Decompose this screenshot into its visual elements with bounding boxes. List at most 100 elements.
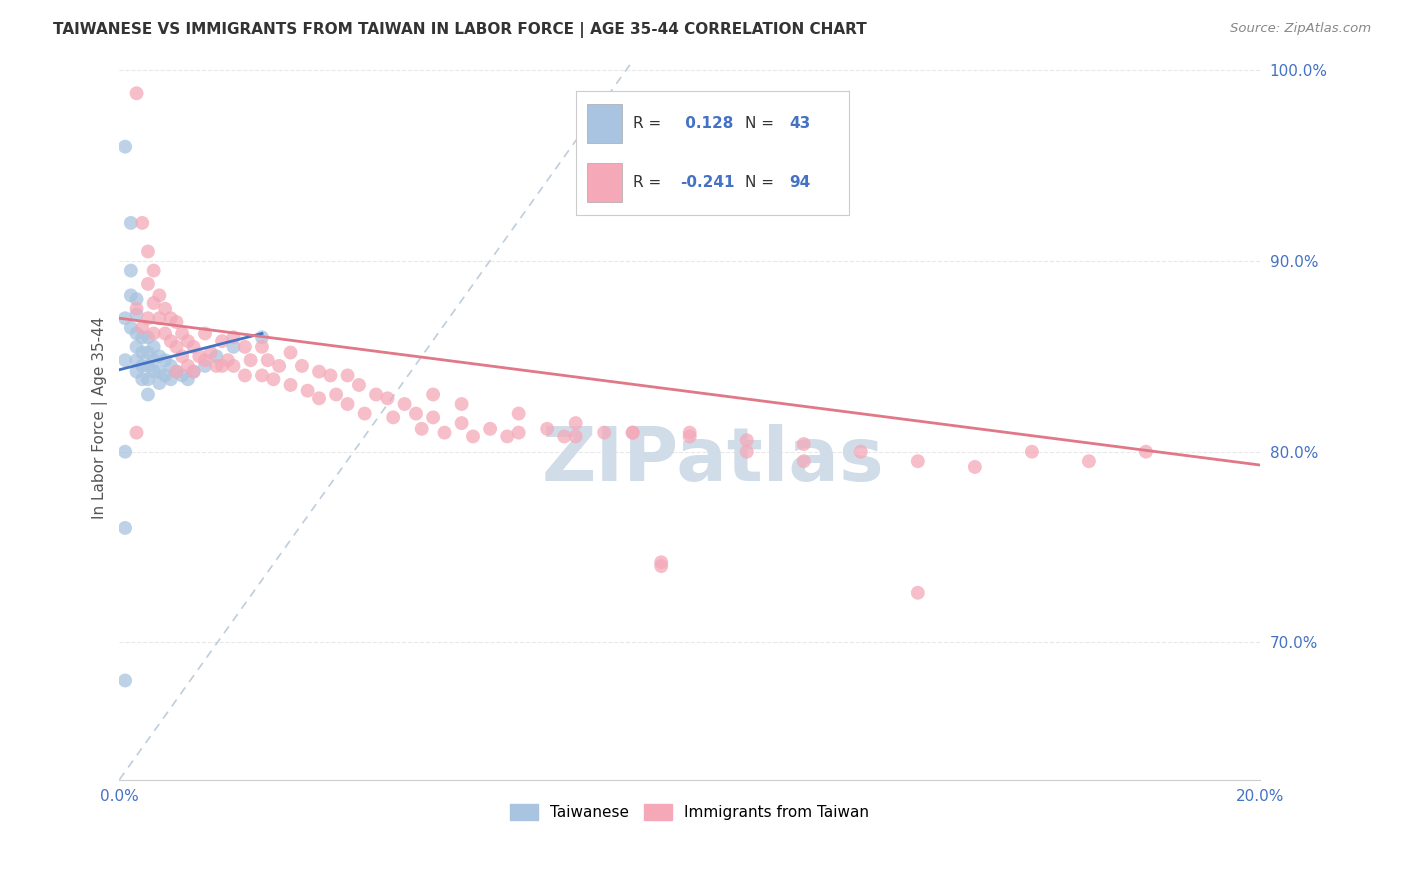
Point — [188, 350, 211, 364]
Y-axis label: In Labor Force | Age 35-44: In Labor Force | Age 35-44 — [93, 316, 108, 518]
Point — [166, 365, 188, 379]
Point — [308, 392, 330, 406]
Point — [536, 422, 558, 436]
Point — [159, 372, 181, 386]
Text: TAIWANESE VS IMMIGRANTS FROM TAIWAN IN LABOR FORCE | AGE 35-44 CORRELATION CHART: TAIWANESE VS IMMIGRANTS FROM TAIWAN IN L… — [53, 22, 868, 38]
Text: Source: ZipAtlas.com: Source: ZipAtlas.com — [1230, 22, 1371, 36]
Point — [120, 320, 142, 334]
Point — [159, 359, 181, 373]
Point — [114, 139, 136, 153]
Point — [166, 365, 188, 379]
Point — [479, 422, 502, 436]
Point — [142, 353, 165, 368]
Point — [142, 263, 165, 277]
Point — [621, 425, 644, 440]
Point — [394, 397, 416, 411]
Point — [205, 350, 228, 364]
Point — [153, 301, 176, 316]
Point — [194, 359, 217, 373]
Point — [153, 353, 176, 368]
Point — [120, 216, 142, 230]
Point — [217, 353, 239, 368]
Point — [508, 425, 530, 440]
Point — [136, 359, 159, 373]
Point — [172, 326, 194, 341]
Point — [907, 586, 929, 600]
Point — [650, 559, 672, 574]
Point — [280, 378, 302, 392]
Point — [166, 340, 188, 354]
Point — [125, 340, 148, 354]
Legend: Taiwanese, Immigrants from Taiwan: Taiwanese, Immigrants from Taiwan — [505, 798, 875, 826]
Point — [131, 216, 153, 230]
Point — [148, 376, 170, 390]
Point — [131, 320, 153, 334]
Point — [508, 407, 530, 421]
Point — [148, 365, 170, 379]
Point — [136, 330, 159, 344]
Point — [136, 372, 159, 386]
Point — [125, 292, 148, 306]
Point — [205, 359, 228, 373]
Point — [1135, 444, 1157, 458]
Point — [262, 372, 284, 386]
Point — [177, 359, 200, 373]
Point — [172, 350, 194, 364]
Point — [114, 311, 136, 326]
Point — [250, 340, 273, 354]
Point — [120, 288, 142, 302]
Point — [280, 345, 302, 359]
Point — [411, 422, 433, 436]
Point — [131, 372, 153, 386]
Point — [233, 368, 256, 383]
Point — [177, 334, 200, 348]
Point — [136, 277, 159, 291]
Point — [433, 425, 456, 440]
Point — [679, 429, 702, 443]
Point — [319, 368, 342, 383]
Point — [131, 345, 153, 359]
Point — [269, 359, 291, 373]
Point — [114, 521, 136, 535]
Point — [153, 326, 176, 341]
Point — [793, 437, 815, 451]
Point — [963, 459, 986, 474]
Point — [849, 444, 872, 458]
Point — [382, 410, 405, 425]
Point — [166, 315, 188, 329]
Point — [159, 334, 181, 348]
Point — [194, 353, 217, 368]
Point — [125, 353, 148, 368]
Point — [148, 350, 170, 364]
Point — [131, 330, 153, 344]
Point — [256, 353, 278, 368]
Point — [120, 263, 142, 277]
Point — [159, 311, 181, 326]
Point — [125, 425, 148, 440]
Point — [1077, 454, 1099, 468]
Point — [125, 87, 148, 101]
Point — [461, 429, 484, 443]
Point — [250, 330, 273, 344]
Point — [136, 244, 159, 259]
Text: ZIPatlas: ZIPatlas — [541, 425, 884, 498]
Point — [172, 368, 194, 383]
Point — [131, 359, 153, 373]
Point — [735, 434, 758, 448]
Point — [114, 353, 136, 368]
Point — [564, 416, 586, 430]
Point — [142, 326, 165, 341]
Point — [142, 296, 165, 310]
Point — [336, 397, 359, 411]
Point — [148, 311, 170, 326]
Point — [136, 387, 159, 401]
Point — [233, 340, 256, 354]
Point — [136, 345, 159, 359]
Point — [125, 307, 148, 321]
Point — [136, 311, 159, 326]
Point — [1021, 444, 1043, 458]
Point — [422, 410, 444, 425]
Point — [142, 340, 165, 354]
Point — [183, 365, 205, 379]
Point — [621, 425, 644, 440]
